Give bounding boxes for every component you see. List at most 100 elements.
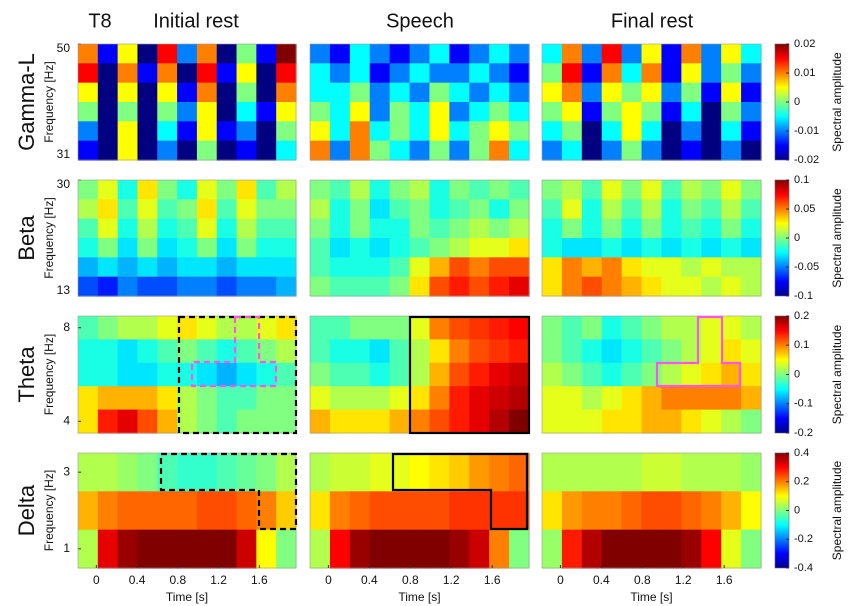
heatmap-cell: [469, 82, 490, 103]
heatmap-cell: [581, 82, 603, 103]
band-label: Beta: [14, 215, 39, 261]
heatmap-cell: [216, 102, 238, 122]
heatmap-cell: [369, 199, 391, 220]
heatmap-cell: [276, 238, 297, 258]
heatmap-cell: [137, 339, 158, 364]
heatmap-cell: [276, 491, 297, 531]
heatmap-cell: [581, 238, 603, 258]
heatmap-cell: [97, 339, 119, 364]
heatmap-cell: [561, 491, 583, 531]
heatmap-cell: [721, 63, 742, 84]
heatmap-cell: [369, 82, 391, 103]
heatmap-cell: [469, 453, 490, 492]
panel-frame: [541, 315, 762, 434]
heatmap-cell: [449, 529, 470, 569]
heatmap-cell: [641, 180, 663, 200]
x-tick-label: 0: [325, 573, 332, 587]
heatmap-cell: [661, 453, 682, 492]
heatmap-cell: [389, 529, 411, 569]
heatmap-cell: [449, 257, 470, 278]
heatmap-cell: [701, 316, 722, 340]
heatmap-cell: [369, 180, 391, 200]
heatmap-cell: [601, 386, 623, 411]
heatmap-cell: [369, 218, 391, 239]
x-tick-label: 0.4: [593, 573, 610, 587]
heatmap-cell: [310, 140, 331, 161]
heatmap-cell: [137, 362, 158, 387]
heatmap-cell: [601, 218, 623, 239]
heatmap-cell: [78, 386, 99, 411]
heatmap-cell: [216, 121, 238, 142]
heatmap-cell: [216, 316, 238, 340]
heatmap-cell: [409, 121, 431, 142]
heatmap-cell: [256, 276, 277, 297]
heatmap-cell: [429, 102, 450, 122]
heatmap-cell: [681, 238, 702, 258]
heatmap-cell: [78, 453, 99, 492]
heatmap-cell: [681, 121, 702, 142]
heatmap-cell: [581, 140, 603, 161]
heatmap-cell: [701, 529, 722, 569]
x-tick-label: 1.2: [443, 573, 460, 587]
heatmap-cell: [581, 44, 603, 64]
heatmap-cell: [389, 82, 411, 103]
heatmap-cell: [601, 102, 623, 122]
heatmap-cell: [329, 362, 351, 387]
region-outline: [159, 452, 298, 531]
heatmap-cell: [157, 238, 178, 258]
heatmap-cell: [349, 339, 371, 364]
y-tick-label: 4: [63, 413, 70, 427]
heatmap-cell: [581, 180, 603, 200]
heatmap-cell: [196, 82, 218, 103]
heatmap-cell: [721, 491, 742, 531]
heatmap-cell: [721, 362, 742, 387]
heatmap-cell: [329, 276, 351, 297]
heatmap-cell: [489, 362, 510, 387]
colorbar-label: Spectral amplitude: [830, 460, 844, 560]
heatmap-cell: [216, 362, 238, 387]
heatmap-cell: [216, 180, 238, 200]
heatmap-cell: [641, 529, 663, 569]
heatmap-cell: [581, 199, 603, 220]
heatmap-cell: [157, 409, 178, 434]
heatmap-cell: [741, 491, 762, 531]
heatmap-cell: [389, 140, 411, 161]
heatmap-cell: [489, 121, 510, 142]
heatmap-cell: [469, 121, 490, 142]
heatmap-cell: [349, 453, 371, 492]
heatmap-cell: [429, 316, 450, 340]
heatmap-cell: [661, 362, 682, 387]
panel-frame: [541, 452, 762, 569]
heatmap-cell: [236, 386, 257, 411]
heatmap-cell: [621, 409, 643, 434]
heatmap-cell: [369, 121, 391, 142]
heatmap-cell: [429, 409, 450, 434]
heatmap-cell: [117, 529, 139, 569]
heatmap-cell: [561, 140, 583, 161]
heatmap-cell: [196, 276, 218, 297]
heatmap-cell: [196, 257, 218, 278]
heatmap-cell: [661, 491, 682, 531]
heatmap-cell: [681, 140, 702, 161]
heatmap-cell: [681, 453, 702, 492]
heatmap-cell: [369, 409, 391, 434]
heatmap-cell: [449, 121, 470, 142]
heatmap-cell: [256, 102, 277, 122]
heatmap-cell: [489, 199, 510, 220]
heatmap-cell: [97, 199, 119, 220]
heatmap-cell: [429, 180, 450, 200]
heatmap-cell: [621, 199, 643, 220]
heatmap-cell: [256, 44, 277, 64]
heatmap-cell: [681, 44, 702, 64]
heatmap-cell: [449, 140, 470, 161]
panel-title: Initial rest: [153, 10, 239, 32]
heatmap-cell: [469, 257, 490, 278]
heatmap-cell: [177, 140, 198, 161]
heatmap-cell: [601, 339, 623, 364]
heatmap-cell: [78, 409, 99, 434]
heatmap-cell: [621, 82, 643, 103]
heatmap-cell: [97, 276, 119, 297]
heatmap-cell: [561, 199, 583, 220]
heatmap-cell: [310, 386, 331, 411]
heatmap-cell: [561, 238, 583, 258]
